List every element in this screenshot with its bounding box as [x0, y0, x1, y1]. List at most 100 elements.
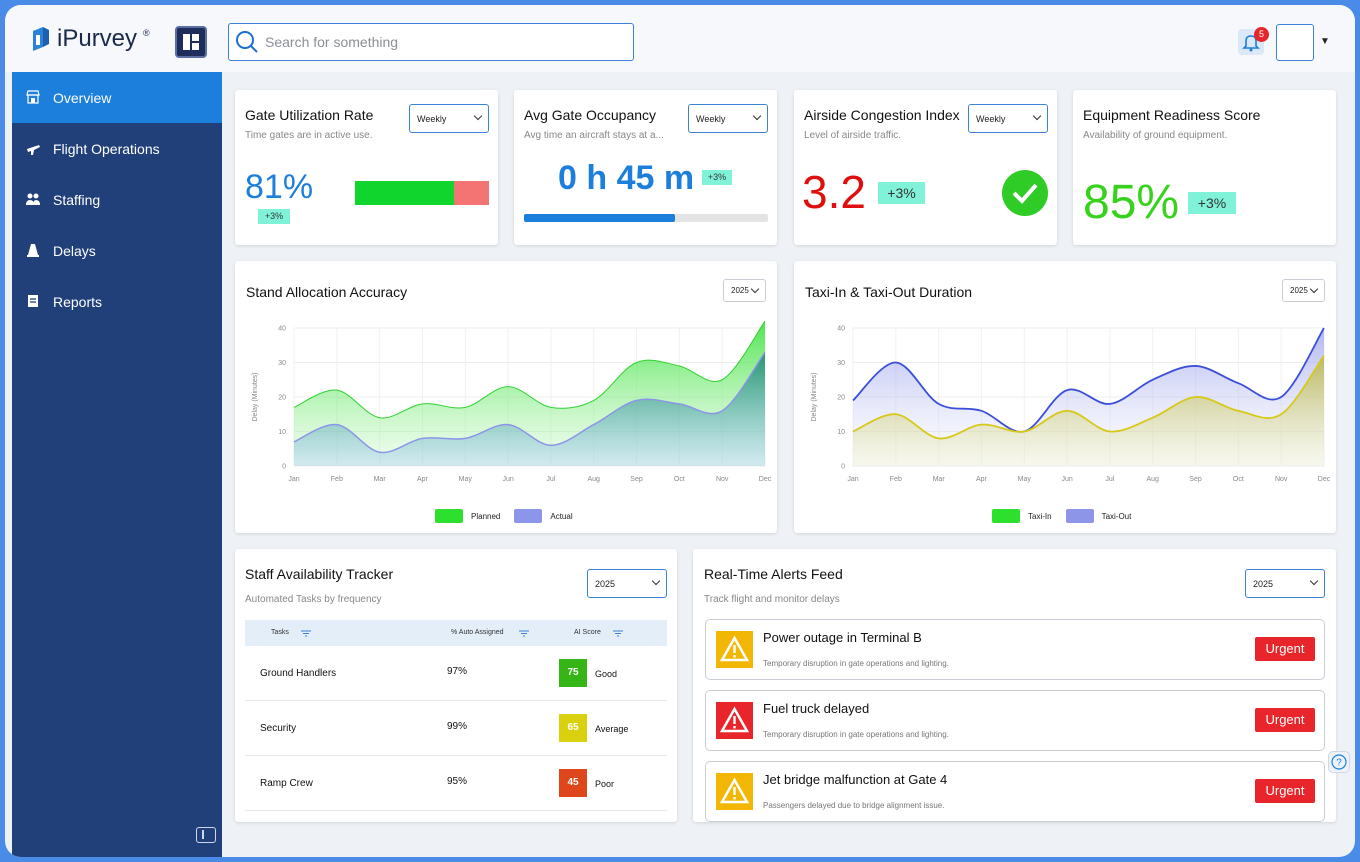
column-header-tasks[interactable]: Tasks — [271, 629, 289, 636]
x-tick-label: Apr — [976, 476, 988, 483]
chart-legend: Taxi-In Taxi-Out — [992, 509, 1131, 523]
card-subtitle: Availability of ground equipment. — [1083, 130, 1228, 141]
sidebar-item-label: Delays — [53, 242, 96, 259]
change-badge: +3% — [878, 182, 925, 204]
warning-icon — [716, 702, 753, 739]
x-tick-label: Jun — [1061, 476, 1072, 483]
alert-description: Temporary disruption in gate operations … — [763, 659, 949, 668]
x-tick-label: Jan — [847, 476, 858, 483]
urgent-badge: Urgent — [1255, 779, 1315, 803]
x-tick-label: Feb — [890, 476, 902, 483]
sort-icon[interactable] — [519, 630, 529, 637]
alert-title: Fuel truck delayed — [763, 701, 870, 716]
sort-icon[interactable] — [301, 630, 311, 637]
column-header-auto-assigned[interactable]: % Auto Assigned — [451, 629, 504, 636]
series-line-taxi-in — [852, 355, 1325, 440]
legend-label: Taxi-In — [1028, 511, 1052, 521]
legend-swatch-actual — [514, 509, 543, 523]
user-avatar[interactable] — [1276, 24, 1314, 61]
series-area-actual — [294, 352, 765, 466]
year-select[interactable]: 2025 — [1282, 279, 1325, 302]
card-subtitle: Time gates are in active use. — [245, 130, 373, 141]
period-select[interactable]: Weekly — [968, 104, 1048, 133]
x-tick-label: May — [1018, 476, 1032, 483]
staff-availability-card: Staff Availability Tracker Automated Tas… — [235, 549, 677, 822]
y-tick-label: 30 — [837, 360, 845, 367]
y-tick-label: 40 — [278, 326, 286, 333]
search-input[interactable] — [265, 34, 625, 50]
alert-item[interactable]: Power outage in Terminal B Temporary dis… — [705, 619, 1325, 680]
alert-item[interactable]: Fuel truck delayed Temporary disruption … — [705, 690, 1325, 751]
app-name: iPurvey — [57, 25, 138, 52]
x-tick-label: Jan — [288, 476, 299, 483]
card-title: Equipment Readiness Score — [1083, 107, 1261, 123]
card-subtitle: Automated Tasks by frequency — [245, 594, 382, 605]
sidebar-item-staffing[interactable]: Staffing — [12, 174, 222, 225]
period-select[interactable]: Weekly — [409, 104, 489, 133]
auto-assigned-pct: 99% — [447, 721, 468, 732]
warning-icon — [716, 773, 753, 810]
year-select[interactable]: 2025 — [723, 279, 766, 302]
x-tick-label: Oct — [1233, 476, 1244, 483]
year-select[interactable]: 2025 — [1245, 569, 1325, 598]
sidebar-item-flight-operations[interactable]: Flight Operations — [12, 123, 222, 174]
sidebar-item-reports[interactable]: Reports — [12, 276, 222, 327]
table-row[interactable]: Ground Handlers 97% 75 Good — [245, 646, 667, 701]
kpi-congestion-card: Airside Congestion Index Level of airsid… — [794, 90, 1057, 245]
kpi-value: 3.2 — [802, 166, 866, 218]
card-title: Avg Gate Occupancy — [524, 107, 657, 123]
card-title: Real-Time Alerts Feed — [704, 566, 843, 582]
alert-description: Passengers delayed due to bridge alignme… — [763, 801, 945, 810]
x-tick-label: Sep — [1189, 476, 1202, 483]
search-icon — [236, 31, 258, 53]
sidebar-item-overview[interactable]: Overview — [12, 72, 222, 123]
chevron-down-icon — [752, 111, 762, 121]
alert-item[interactable]: Jet bridge malfunction at Gate 4 Passeng… — [705, 761, 1325, 822]
check-circle-icon — [1002, 170, 1048, 216]
year-select[interactable]: 2025 — [587, 569, 667, 598]
sort-icon[interactable] — [613, 630, 623, 637]
y-axis-label: Delay (Minutes) — [252, 372, 259, 421]
card-subtitle: Level of airside traffic. — [804, 130, 902, 141]
kpi-value: 0 h 45 m — [558, 159, 695, 197]
x-tick-label: Apr — [417, 476, 429, 483]
auto-assigned-pct: 95% — [447, 776, 468, 787]
sidebar-item-label: Flight Operations — [53, 140, 160, 157]
series-line-actual — [293, 351, 766, 454]
legend-swatch-taxi-out — [1065, 509, 1094, 523]
svg-text:?: ? — [1336, 758, 1342, 769]
card-title: Gate Utilization Rate — [245, 107, 374, 123]
store-icon — [26, 90, 40, 104]
utilization-bar — [355, 181, 489, 205]
legend-label: Planned — [471, 511, 501, 521]
ai-score-badge: 65 — [559, 714, 587, 742]
card-subtitle: Track flight and monitor delays — [704, 594, 840, 605]
task-name: Ground Handlers — [260, 668, 337, 679]
kpi-gate-occupancy-card: Avg Gate Occupancy Avg time an aircraft … — [514, 90, 777, 245]
help-icon: ? — [1331, 754, 1347, 770]
search-box[interactable] — [228, 23, 634, 61]
chevron-down-icon[interactable]: ▼ — [1320, 36, 1330, 47]
y-tick-label: 0 — [282, 464, 286, 471]
warning-icon — [716, 631, 753, 668]
sidebar-item-delays[interactable]: Delays — [12, 225, 222, 276]
change-badge: +3% — [702, 170, 732, 185]
period-select[interactable]: Weekly — [688, 104, 768, 133]
x-tick-label: Aug — [1146, 476, 1159, 483]
x-tick-label: Feb — [331, 476, 343, 483]
chart-legend: Planned Actual — [435, 509, 573, 523]
table-row[interactable]: Security 99% 65 Average — [245, 701, 667, 756]
y-tick-label: 0 — [841, 464, 845, 471]
occupancy-progress-track — [524, 214, 768, 222]
y-tick-label: 30 — [278, 360, 286, 367]
table-row[interactable]: Ramp Crew 95% 45 Poor — [245, 756, 667, 811]
app-logo[interactable]: iPurvey ® — [31, 25, 150, 53]
logo-icon — [33, 27, 49, 51]
help-button[interactable]: ? — [1328, 751, 1350, 773]
layout-toggle-button[interactable] — [175, 26, 207, 58]
column-header-ai-score[interactable]: AI Score — [574, 629, 601, 636]
auto-assigned-pct: 97% — [447, 666, 468, 677]
collapse-sidebar-icon[interactable] — [196, 827, 216, 843]
ai-score-badge: 45 — [559, 769, 587, 797]
chart-title: Taxi-In & Taxi-Out Duration — [805, 284, 973, 300]
